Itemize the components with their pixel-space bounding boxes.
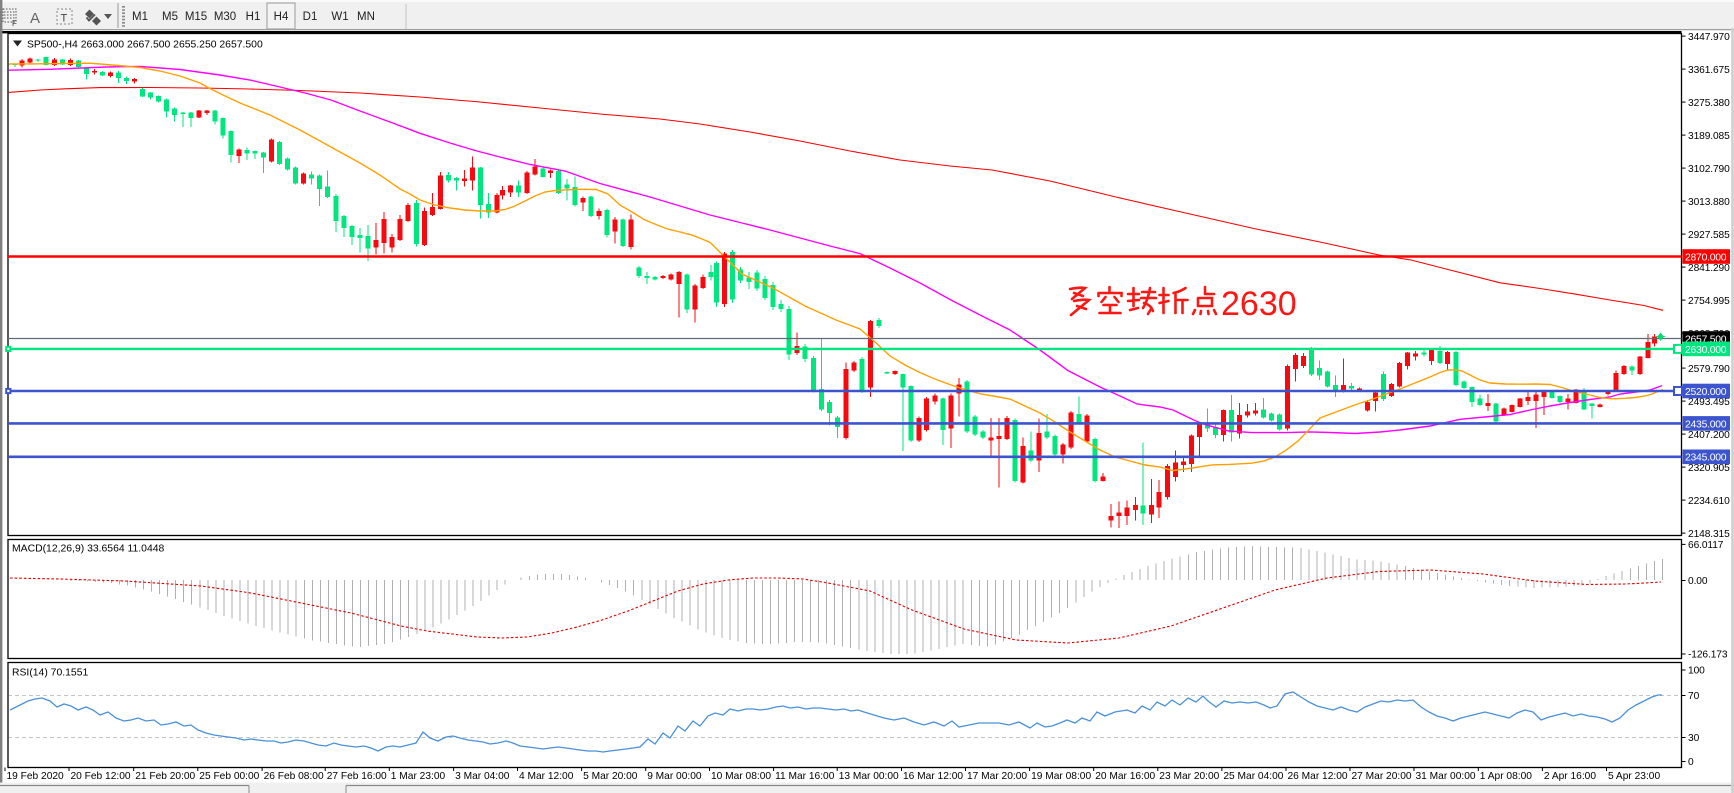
svg-text:10 Mar 08:00: 10 Mar 08:00 xyxy=(711,771,771,782)
svg-text:20 Mar 16:00: 20 Mar 16:00 xyxy=(1095,771,1155,782)
svg-text:13 Mar 00:00: 13 Mar 00:00 xyxy=(839,771,899,782)
svg-text:RSI(14) 70.1551: RSI(14) 70.1551 xyxy=(12,668,88,679)
svg-text:3013.880: 3013.880 xyxy=(1688,197,1730,208)
svg-text:11 Mar 16:00: 11 Mar 16:00 xyxy=(775,771,835,782)
svg-text:0.00: 0.00 xyxy=(1688,576,1708,587)
svg-text:3 Mar 04:00: 3 Mar 04:00 xyxy=(455,771,510,782)
svg-text:31 Mar 00:00: 31 Mar 00:00 xyxy=(1416,771,1476,782)
svg-text:M30: M30 xyxy=(214,11,236,23)
svg-text:19 Mar 08:00: 19 Mar 08:00 xyxy=(1031,771,1091,782)
svg-text:2754.995: 2754.995 xyxy=(1688,296,1730,307)
svg-text:MACD(12,26,9) 33.6564 11.0448: MACD(12,26,9) 33.6564 11.0448 xyxy=(12,544,165,555)
svg-text:3361.675: 3361.675 xyxy=(1688,65,1730,76)
svg-text:M15: M15 xyxy=(185,11,207,23)
svg-text:5 Mar 20:00: 5 Mar 20:00 xyxy=(583,771,638,782)
svg-text:1 Mar 23:00: 1 Mar 23:00 xyxy=(391,771,446,782)
svg-text:M5: M5 xyxy=(162,11,178,23)
svg-text:W1: W1 xyxy=(331,11,348,23)
svg-text:MN: MN xyxy=(357,11,375,23)
svg-text:19 Feb 2020: 19 Feb 2020 xyxy=(7,771,65,782)
svg-text:2435.000: 2435.000 xyxy=(1685,419,1727,430)
svg-text:23 Mar 20:00: 23 Mar 20:00 xyxy=(1159,771,1219,782)
svg-text:17 Mar 20:00: 17 Mar 20:00 xyxy=(967,771,1027,782)
svg-text:-126.173: -126.173 xyxy=(1688,650,1728,661)
svg-text:26 Feb 08:00: 26 Feb 08:00 xyxy=(264,771,324,782)
svg-text:27 Mar 20:00: 27 Mar 20:00 xyxy=(1352,771,1412,782)
svg-text:2841.290: 2841.290 xyxy=(1688,263,1730,274)
svg-text:2520.000: 2520.000 xyxy=(1685,387,1727,398)
svg-text:2234.610: 2234.610 xyxy=(1688,496,1730,507)
svg-text:25 Mar 04:00: 25 Mar 04:00 xyxy=(1223,771,1283,782)
svg-text:2630.000: 2630.000 xyxy=(1685,345,1727,356)
svg-text:20 Feb 12:00: 20 Feb 12:00 xyxy=(71,771,131,782)
svg-text:27 Feb 16:00: 27 Feb 16:00 xyxy=(327,771,387,782)
svg-text:SP500-,H4 2663.000 2667.500 2: SP500-,H4 2663.000 2667.500 2655.250 265… xyxy=(27,40,263,51)
svg-text:66.0117: 66.0117 xyxy=(1688,540,1724,551)
svg-text:25 Feb 00:00: 25 Feb 00:00 xyxy=(199,771,259,782)
svg-text:2345.000: 2345.000 xyxy=(1685,453,1727,464)
svg-text:3275.380: 3275.380 xyxy=(1688,98,1730,109)
svg-text:H1: H1 xyxy=(246,11,261,23)
svg-text:0: 0 xyxy=(1688,757,1694,768)
svg-text:2148.315: 2148.315 xyxy=(1688,529,1730,540)
svg-text:21 Feb 20:00: 21 Feb 20:00 xyxy=(135,771,195,782)
svg-text:5 Apr 23:00: 5 Apr 23:00 xyxy=(1608,771,1660,782)
svg-text:9 Mar 00:00: 9 Mar 00:00 xyxy=(647,771,702,782)
svg-text:2657.500: 2657.500 xyxy=(1685,334,1727,345)
svg-text:30: 30 xyxy=(1688,733,1700,744)
svg-text:2630: 2630 xyxy=(1221,285,1297,323)
svg-text:2320.905: 2320.905 xyxy=(1688,463,1730,474)
svg-text:2870.000: 2870.000 xyxy=(1685,252,1727,263)
svg-text:70: 70 xyxy=(1688,691,1700,702)
svg-text:100: 100 xyxy=(1688,666,1705,677)
svg-text:A: A xyxy=(30,10,40,27)
svg-text:3102.790: 3102.790 xyxy=(1688,164,1730,175)
svg-text:T: T xyxy=(61,13,68,25)
svg-text:26 Mar 12:00: 26 Mar 12:00 xyxy=(1288,771,1348,782)
svg-text:3189.085: 3189.085 xyxy=(1688,131,1730,142)
svg-text:4 Mar 12:00: 4 Mar 12:00 xyxy=(519,771,574,782)
svg-text:2579.790: 2579.790 xyxy=(1688,364,1730,375)
svg-text:M1: M1 xyxy=(132,11,148,23)
svg-text:3447.970: 3447.970 xyxy=(1688,32,1730,43)
svg-text:H4: H4 xyxy=(274,11,289,23)
svg-text:D1: D1 xyxy=(303,11,318,23)
svg-text:F: F xyxy=(12,19,17,28)
svg-text:2927.585: 2927.585 xyxy=(1688,230,1730,241)
svg-text:1 Apr 08:00: 1 Apr 08:00 xyxy=(1480,771,1532,782)
svg-text:2493.495: 2493.495 xyxy=(1688,397,1730,408)
svg-text:2407.200: 2407.200 xyxy=(1688,430,1730,441)
svg-text:16 Mar 12:00: 16 Mar 12:00 xyxy=(903,771,963,782)
svg-text:2 Apr 16:00: 2 Apr 16:00 xyxy=(1544,771,1596,782)
